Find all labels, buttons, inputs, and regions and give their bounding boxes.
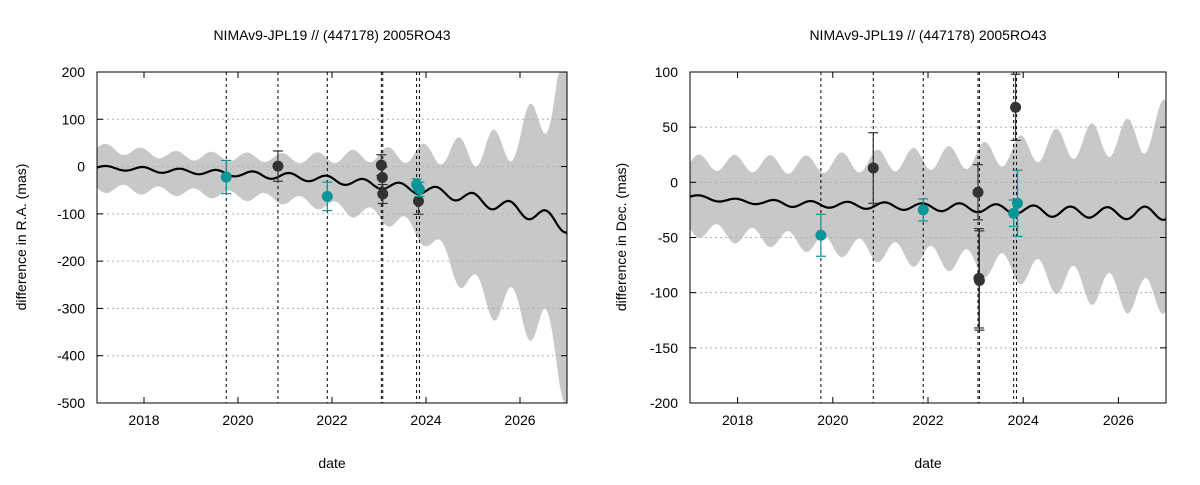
dec-y-tick-label: -150 [650,340,678,356]
ra-x-tick-label: 2020 [222,412,253,428]
dec-observation-point [815,229,827,241]
ra-observation-point [376,171,388,183]
dec-x-axis-label: date [914,455,941,471]
dec-y-axis-label: difference in Dec. (mas) [613,163,629,311]
ra-x-tick-label: 2026 [504,412,535,428]
dec-x-tick-label: 2022 [912,412,943,428]
dec-y-tick-label: -200 [650,395,678,411]
dec-x-tick-label: 2018 [722,412,753,428]
ra-observation-point [220,171,232,183]
ra-model-line [96,164,568,234]
dec-uncertainty-band [690,99,1166,314]
ra-y-tick-label: 0 [77,159,85,175]
dec-observation-point [973,275,985,287]
dec-y-tick-labels: -200 -150 -100 -50 0 50 100 [650,64,678,411]
ra-x-tick-label: 2018 [128,412,159,428]
ra-observation-point [272,160,284,172]
ra-observation-point [375,159,387,171]
ra-x-tick-labels: 2018 2020 2022 2024 2026 [128,412,535,428]
ra-observation-point [377,188,389,200]
ra-observation-point [413,183,425,195]
dec-y-tick-label: -100 [650,285,678,301]
dec-x-tick-label: 2020 [817,412,848,428]
dec-y-tick-label: 100 [655,64,679,80]
ra-y-tick-label: -400 [57,348,85,364]
dec-x-tick-labels: 2018 2020 2022 2024 2026 [722,412,1134,428]
ra-y-tick-label: -500 [57,395,85,411]
ra-x-tick-label: 2022 [316,412,347,428]
dec-observation-point [1010,101,1022,113]
dec-panel: NIMAv9-JPL19 // (447178) 2005RO43 differ… [613,27,1167,471]
dec-observation-point [917,204,929,216]
dec-y-tick-label: -50 [658,230,678,246]
dec-x-tick-label: 2026 [1103,412,1134,428]
ra-uncertainty-band [97,72,567,403]
ra-panel: NIMAv9-JPL19 // (447178) 2005RO43 differ… [13,27,568,471]
ra-y-tick-label: 100 [62,111,86,127]
ra-y-tick-labels: -500 -400 -300 -200 -100 0 100 200 [57,64,85,411]
dec-observation-point [867,162,879,174]
dec-y-tick-label: 50 [662,119,678,135]
dec-observation-point [972,186,984,198]
ra-x-tick-label: 2024 [410,412,441,428]
dec-model-line [689,194,1167,221]
dec-observation-point [1011,197,1023,209]
ra-chart-title: NIMAv9-JPL19 // (447178) 2005RO43 [213,27,450,43]
dec-y-tick-label: 0 [670,174,678,190]
ra-x-axis-label: date [318,455,345,471]
ra-y-tick-label: -300 [57,300,85,316]
ra-observation-point [321,190,333,202]
ra-observation-point [412,195,424,207]
ra-y-tick-label: -100 [57,206,85,222]
ra-y-tick-label: -200 [57,253,85,269]
dec-chart-title: NIMAv9-JPL19 // (447178) 2005RO43 [809,27,1046,43]
ra-y-tick-label: 200 [62,64,86,80]
dec-observation-point [1008,207,1020,219]
ra-y-axis-label: difference in R.A. (mas) [13,164,29,311]
dec-x-tick-label: 2024 [1008,412,1039,428]
